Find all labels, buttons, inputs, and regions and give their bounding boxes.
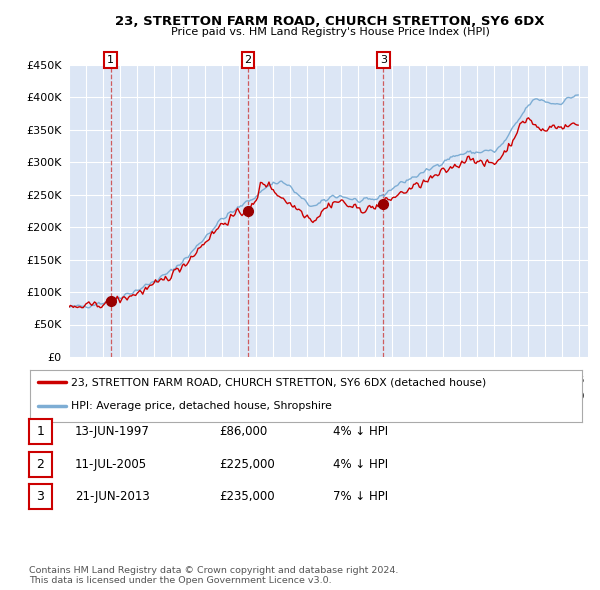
Text: £235,000: £235,000	[219, 490, 275, 503]
Text: 14: 14	[386, 376, 398, 385]
Text: Contains HM Land Registry data © Crown copyright and database right 2024.
This d: Contains HM Land Registry data © Crown c…	[29, 566, 398, 585]
Text: 2: 2	[244, 55, 251, 65]
Text: 20: 20	[404, 392, 415, 401]
Text: 23, STRETTON FARM ROAD, CHURCH STRETTON, SY6 6DX: 23, STRETTON FARM ROAD, CHURCH STRETTON,…	[115, 15, 545, 28]
Text: £225,000: £225,000	[219, 458, 275, 471]
Text: 08: 08	[284, 376, 296, 385]
Text: 20: 20	[386, 392, 398, 401]
Text: 06: 06	[250, 376, 262, 385]
Text: 20: 20	[472, 392, 483, 401]
Text: 10: 10	[319, 376, 330, 385]
Text: 99: 99	[131, 376, 143, 385]
Text: 20: 20	[489, 392, 500, 401]
Text: 12: 12	[353, 376, 364, 385]
Text: 19: 19	[114, 392, 126, 401]
Text: 20: 20	[199, 392, 211, 401]
Text: 17: 17	[437, 376, 449, 385]
Text: 22: 22	[523, 376, 534, 385]
Text: HPI: Average price, detached house, Shropshire: HPI: Average price, detached house, Shro…	[71, 401, 332, 411]
Text: 20: 20	[182, 392, 194, 401]
Text: 4% ↓ HPI: 4% ↓ HPI	[333, 425, 388, 438]
Text: 20: 20	[166, 392, 177, 401]
Text: 24: 24	[557, 376, 568, 385]
Text: 1: 1	[36, 425, 44, 438]
Text: 20: 20	[335, 392, 347, 401]
Text: 09: 09	[301, 376, 313, 385]
Text: 13: 13	[370, 376, 381, 385]
Text: 20: 20	[233, 392, 245, 401]
Text: 07: 07	[268, 376, 279, 385]
Text: 19: 19	[131, 392, 143, 401]
Text: 11-JUL-2005: 11-JUL-2005	[75, 458, 147, 471]
Text: 97: 97	[97, 376, 109, 385]
Text: 20: 20	[437, 392, 449, 401]
Text: 20: 20	[421, 392, 432, 401]
Text: 02: 02	[182, 376, 194, 385]
Text: 20: 20	[540, 392, 551, 401]
Text: 3: 3	[380, 55, 387, 65]
Text: 11: 11	[335, 376, 347, 385]
Text: 15: 15	[404, 376, 415, 385]
Text: 20: 20	[250, 392, 262, 401]
Text: 19: 19	[80, 392, 92, 401]
Text: 20: 20	[268, 392, 279, 401]
Text: 20: 20	[574, 392, 585, 401]
Text: 20: 20	[148, 392, 160, 401]
Text: 18: 18	[455, 376, 466, 385]
Text: 20: 20	[557, 392, 568, 401]
Text: 23: 23	[540, 376, 551, 385]
Text: 21: 21	[506, 376, 517, 385]
Text: 04: 04	[217, 376, 228, 385]
Text: 19: 19	[472, 376, 483, 385]
Text: 20: 20	[506, 392, 517, 401]
Text: 2: 2	[36, 458, 44, 471]
Text: 1: 1	[107, 55, 114, 65]
Text: 19: 19	[63, 392, 75, 401]
Text: 01: 01	[166, 376, 177, 385]
Text: 20: 20	[523, 392, 534, 401]
Text: 20: 20	[217, 392, 228, 401]
Text: 21-JUN-2013: 21-JUN-2013	[75, 490, 150, 503]
Text: 19: 19	[97, 392, 109, 401]
Text: 7% ↓ HPI: 7% ↓ HPI	[333, 490, 388, 503]
Text: 00: 00	[148, 376, 160, 385]
Text: 20: 20	[319, 392, 330, 401]
Text: 05: 05	[233, 376, 245, 385]
Text: £86,000: £86,000	[219, 425, 267, 438]
Text: 03: 03	[199, 376, 211, 385]
Text: 20: 20	[370, 392, 381, 401]
Text: 4% ↓ HPI: 4% ↓ HPI	[333, 458, 388, 471]
Text: 20: 20	[489, 376, 500, 385]
Text: 20: 20	[284, 392, 296, 401]
Text: 95: 95	[63, 376, 75, 385]
Text: Price paid vs. HM Land Registry's House Price Index (HPI): Price paid vs. HM Land Registry's House …	[170, 27, 490, 37]
Text: 96: 96	[80, 376, 92, 385]
Text: 98: 98	[114, 376, 126, 385]
Text: 20: 20	[353, 392, 364, 401]
Text: 13-JUN-1997: 13-JUN-1997	[75, 425, 150, 438]
Text: 3: 3	[36, 490, 44, 503]
Text: 23, STRETTON FARM ROAD, CHURCH STRETTON, SY6 6DX (detached house): 23, STRETTON FARM ROAD, CHURCH STRETTON,…	[71, 378, 487, 388]
Text: 20: 20	[302, 392, 313, 401]
Text: 25: 25	[574, 376, 585, 385]
Text: 16: 16	[421, 376, 432, 385]
Text: 20: 20	[455, 392, 466, 401]
